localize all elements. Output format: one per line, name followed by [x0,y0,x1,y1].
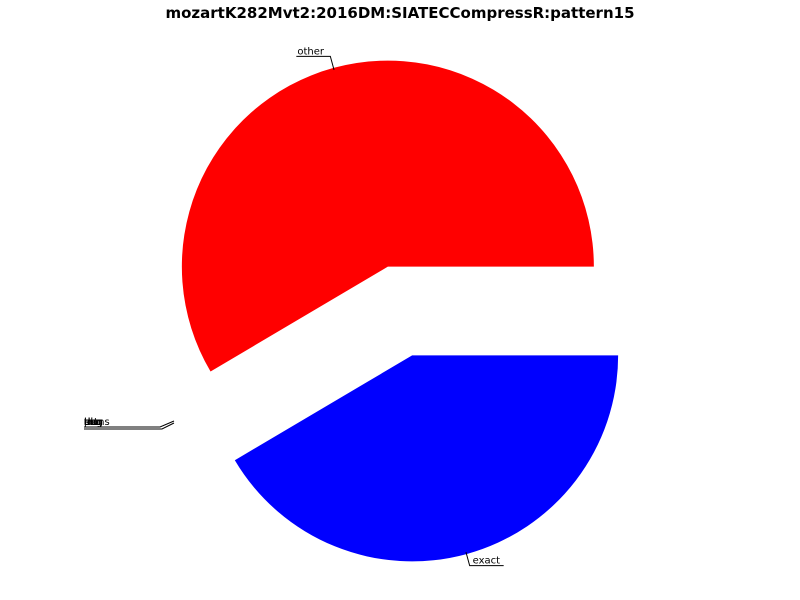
overlapping-label: aug [84,417,103,428]
leader-line-exact [465,552,504,567]
slice-label-exact: exact [473,556,501,567]
leader-line-zero-slices-2 [84,422,175,430]
leader-line-other [296,55,335,70]
pie-slice-other [181,60,594,372]
overlapping-label: rot [84,417,98,428]
slice-label-other: other [297,46,325,57]
chart-title: mozartK282Mvt2:2016DM:SIATECCompressR:pa… [165,4,634,22]
overlapping-label: dim [84,417,103,428]
overlapping-label: seq [84,417,102,428]
overlapping-label: tl [84,417,91,428]
overlapping-label: inv [84,417,99,428]
leader-line-zero-slices [84,420,175,428]
pie-slice-exact [234,355,619,562]
overlapping-label: trans [84,417,110,428]
pie-slices [181,60,619,562]
overlapping-label: pl [84,417,93,428]
